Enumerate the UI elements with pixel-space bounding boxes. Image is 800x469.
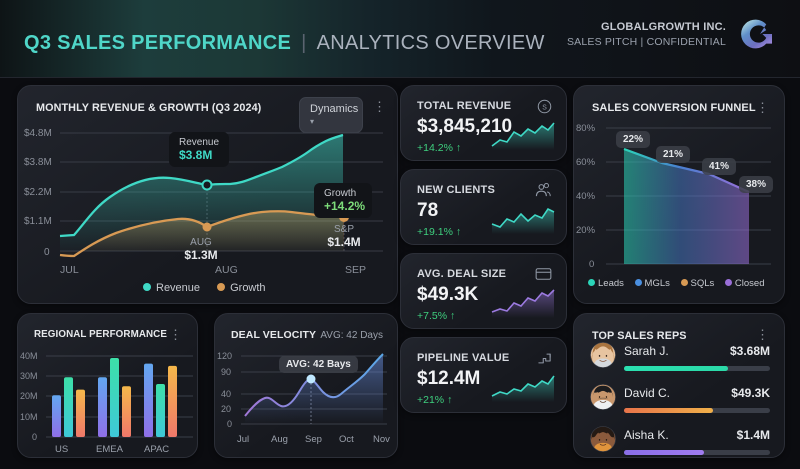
svg-text:$1.1M: $1.1M [24, 216, 52, 227]
svg-text:20%: 20% [576, 225, 596, 236]
svg-text:20: 20 [221, 404, 231, 414]
svg-text:APAC: APAC [144, 444, 169, 455]
svg-text:90: 90 [221, 367, 231, 377]
svg-text:SEP: SEP [345, 264, 366, 276]
svg-text:40%: 40% [576, 191, 596, 202]
svg-text:Aug: Aug [271, 434, 288, 445]
svg-text:120: 120 [217, 351, 232, 361]
svg-text:0: 0 [589, 259, 594, 270]
svg-text:40: 40 [221, 389, 231, 399]
svg-text:US: US [55, 444, 68, 455]
svg-text:Nov: Nov [373, 434, 390, 445]
svg-text:JUL: JUL [60, 264, 79, 276]
svg-text:$2.2M: $2.2M [24, 187, 52, 198]
svg-text:AUG: AUG [215, 264, 238, 276]
svg-text:0: 0 [227, 419, 232, 429]
svg-text:10M: 10M [20, 412, 38, 422]
svg-text:Oct: Oct [339, 434, 354, 445]
svg-text:20M: 20M [20, 391, 38, 401]
svg-text:$4.8M: $4.8M [24, 128, 52, 139]
svg-text:40M: 40M [20, 351, 38, 361]
svg-text:0: 0 [44, 247, 50, 258]
svg-text:0: 0 [32, 432, 37, 442]
svg-text:$3.8M: $3.8M [24, 157, 52, 168]
svg-text:80%: 80% [576, 123, 596, 134]
svg-text:EMEA: EMEA [96, 444, 124, 455]
svg-text:60%: 60% [576, 157, 596, 168]
svg-text:S: S [542, 104, 547, 111]
svg-text:Sep: Sep [305, 434, 322, 445]
svg-text:Jul: Jul [237, 434, 249, 445]
svg-text:30M: 30M [20, 371, 38, 381]
